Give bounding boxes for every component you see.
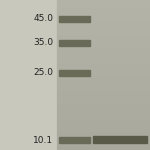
Bar: [93, 136, 147, 143]
Bar: [58, 70, 90, 76]
Bar: [58, 137, 90, 143]
Bar: [57, 0, 150, 150]
Text: 10.1: 10.1: [33, 136, 53, 145]
Text: 35.0: 35.0: [33, 38, 53, 47]
Bar: [58, 40, 90, 46]
Text: 25.0: 25.0: [33, 68, 53, 77]
Text: 45.0: 45.0: [33, 14, 53, 23]
Bar: [58, 16, 90, 22]
